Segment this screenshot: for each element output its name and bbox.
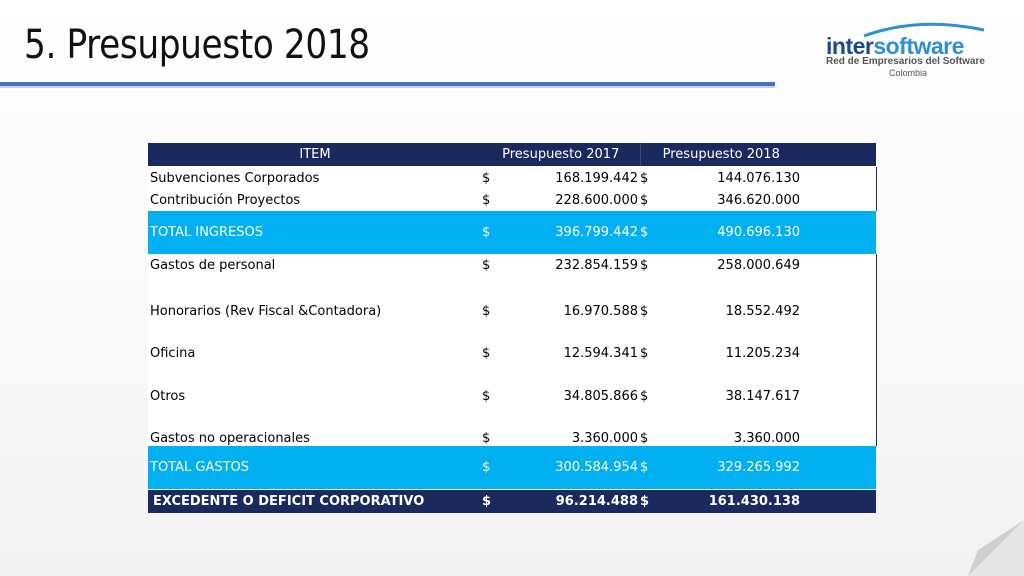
value-2017: 168.199.442 — [500, 166, 640, 189]
logo-wordmark: intersoftware — [826, 32, 964, 60]
currency-symbol: $ — [640, 189, 658, 211]
value-2018: 346.620.000 — [658, 189, 802, 211]
table-header-row: ITEM Presupuesto 2017 Presupuesto 2018 — [148, 143, 876, 167]
currency-symbol: $ — [482, 276, 500, 319]
table-row: Subvenciones Corporados $ 168.199.442 $ … — [148, 166, 877, 189]
logo-country: Colombia — [888, 68, 928, 78]
row-item: TOTAL GASTOS — [148, 446, 482, 490]
table-row: Gastos no operacionales $ 3.360.000 $ 3.… — [148, 403, 877, 446]
currency-symbol: $ — [640, 166, 658, 189]
slide-title: 5. Presupuesto 2018 — [24, 22, 370, 68]
header-2018: Presupuesto 2018 — [639, 143, 802, 167]
currency-symbol: $ — [482, 361, 500, 404]
currency-symbol: $ — [640, 403, 658, 446]
row-item: Oficina — [148, 318, 482, 361]
total-ingresos-row: TOTAL INGRESOS $ 396.799.442 $ 490.696.1… — [148, 211, 876, 254]
total-gastos-row: TOTAL GASTOS $ 300.584.954 $ 329.265.992 — [148, 446, 876, 490]
value-2017: 396.799.442 — [500, 211, 640, 254]
logo-tagline: Red de Empresarios del Software — [826, 56, 985, 67]
row-item: TOTAL INGRESOS — [148, 211, 482, 254]
currency-symbol: $ — [482, 489, 500, 513]
row-item: EXCEDENTE O DEFICIT CORPORATIVO — [148, 489, 482, 513]
value-2018: 18.552.492 — [658, 276, 802, 319]
currency-symbol: $ — [640, 489, 658, 513]
title-underline — [0, 82, 775, 86]
table-row: Otros $ 34.805.866 $ 38.147.617 — [148, 361, 877, 404]
value-2018: 11.205.234 — [658, 318, 802, 361]
value-2017: 16.970.588 — [500, 276, 640, 319]
currency-symbol: $ — [640, 446, 658, 490]
row-item: Gastos no operacionales — [148, 403, 482, 446]
value-2018: 161.430.138 — [658, 489, 802, 513]
value-2017: 3.360.000 — [500, 403, 640, 446]
logo-word-software: software — [873, 33, 964, 59]
currency-symbol: $ — [640, 318, 658, 361]
currency-symbol: $ — [482, 211, 500, 254]
page-curl-icon — [968, 520, 1024, 576]
value-2017: 228.600.000 — [500, 189, 640, 211]
table-row: Contribución Proyectos $ 228.600.000 $ 3… — [148, 189, 877, 211]
header-2017: Presupuesto 2017 — [482, 143, 640, 167]
budget-table: ITEM Presupuesto 2017 Presupuesto 2018 S… — [148, 143, 877, 513]
excedente-row: EXCEDENTE O DEFICIT CORPORATIVO $ 96.214… — [148, 489, 876, 513]
value-2018: 3.360.000 — [658, 403, 802, 446]
currency-symbol: $ — [640, 361, 658, 404]
currency-symbol: $ — [640, 211, 658, 254]
value-2017: 300.584.954 — [500, 446, 640, 490]
row-item: Honorarios (Rev Fiscal &Contadora) — [148, 276, 482, 319]
value-2018: 258.000.649 — [658, 254, 802, 276]
currency-symbol: $ — [640, 254, 658, 276]
table-row: Honorarios (Rev Fiscal &Contadora) $ 16.… — [148, 276, 877, 319]
currency-symbol: $ — [482, 166, 500, 189]
value-2017: 96.214.488 — [500, 489, 640, 513]
row-item: Otros — [148, 361, 482, 404]
currency-symbol: $ — [482, 189, 500, 211]
value-2018: 38.147.617 — [658, 361, 802, 404]
currency-symbol: $ — [640, 276, 658, 319]
currency-symbol: $ — [482, 446, 500, 490]
value-2017: 34.805.866 — [500, 361, 640, 404]
value-2018: 144.076.130 — [658, 166, 802, 189]
logo-word-inter: inter — [826, 33, 874, 59]
currency-symbol: $ — [482, 318, 500, 361]
value-2017: 232.854.159 — [500, 254, 640, 276]
currency-symbol: $ — [482, 254, 500, 276]
value-2018: 490.696.130 — [658, 211, 802, 254]
table-row: Gastos de personal $ 232.854.159 $ 258.0… — [148, 254, 877, 276]
header-item: ITEM — [148, 143, 482, 167]
logo-swoosh-icon — [863, 22, 985, 38]
value-2018: 329.265.992 — [658, 446, 802, 490]
title-underline-shadow — [0, 86, 775, 88]
row-item: Contribución Proyectos — [148, 189, 482, 211]
currency-symbol: $ — [482, 403, 500, 446]
row-item: Subvenciones Corporados — [148, 166, 482, 189]
header-blank — [802, 143, 876, 167]
row-item: Gastos de personal — [148, 254, 482, 276]
value-2017: 12.594.341 — [500, 318, 640, 361]
table-row: Oficina $ 12.594.341 $ 11.205.234 — [148, 318, 877, 361]
intersoftware-logo: intersoftware Red de Empresarios del Sof… — [824, 22, 1000, 88]
